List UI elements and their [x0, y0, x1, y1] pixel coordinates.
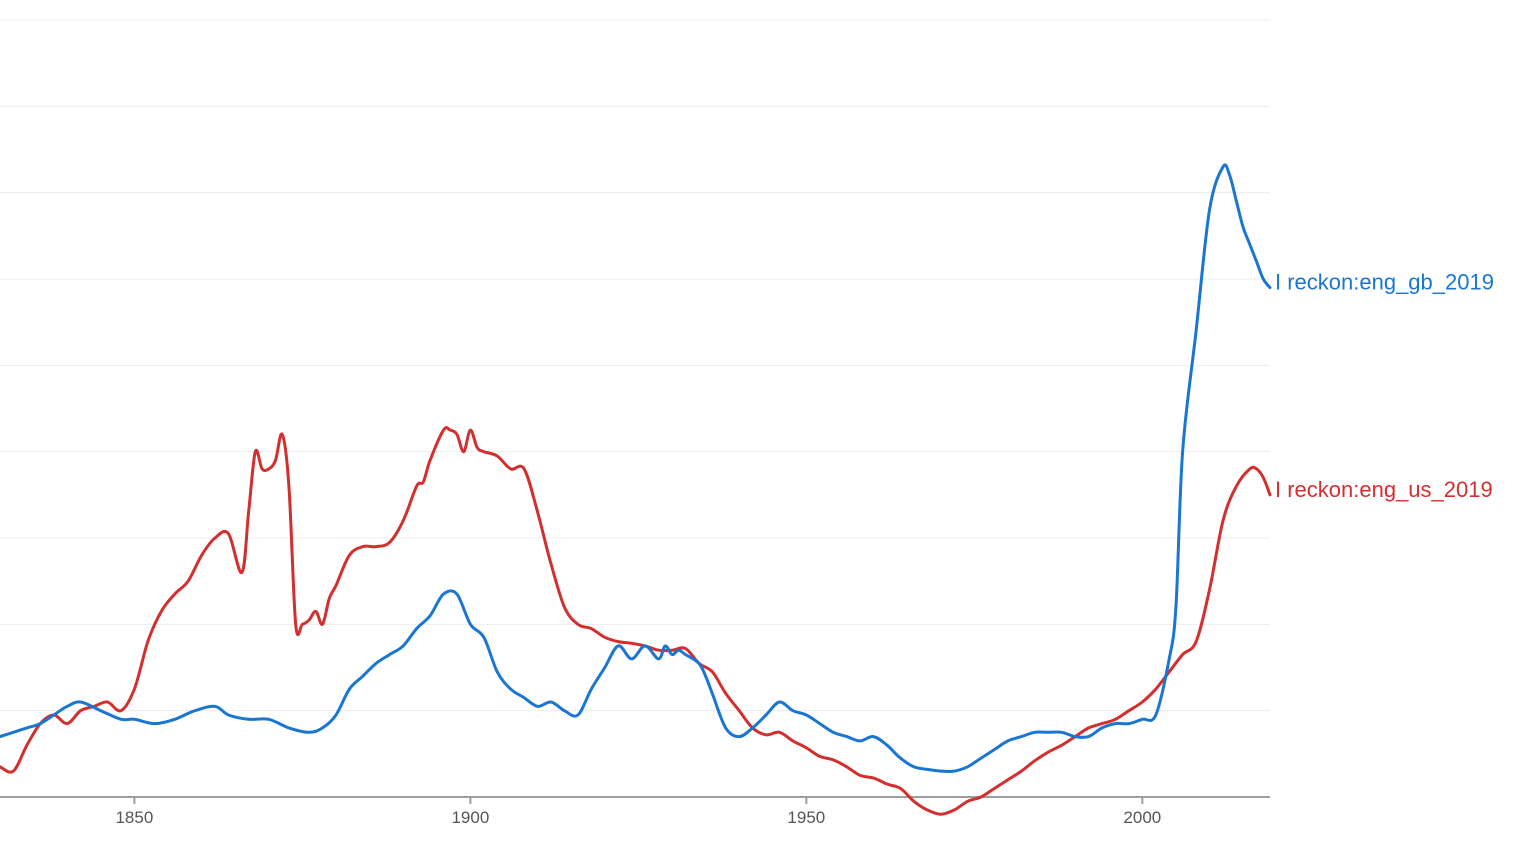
series-label-gb[interactable]: I reckon:eng_gb_2019	[1275, 270, 1494, 295]
series-lines	[0, 163, 1272, 816]
series-label-us[interactable]: I reckon:eng_us_2019	[1275, 477, 1493, 502]
x-axis-ticks: 1850 1900 1950 2000	[115, 797, 1161, 827]
x-tick-label-0: 1850	[115, 808, 153, 827]
x-tick-label-2: 1950	[787, 808, 825, 827]
series-line-gb[interactable]	[0, 163, 1272, 773]
series-labels: I reckon:eng_gb_2019 I reckon:eng_us_201…	[1275, 270, 1494, 502]
x-tick-label-3: 2000	[1123, 808, 1161, 827]
series-line-us[interactable]	[0, 426, 1272, 816]
gridlines	[0, 19, 1270, 712]
x-tick-label-1: 1900	[451, 808, 489, 827]
